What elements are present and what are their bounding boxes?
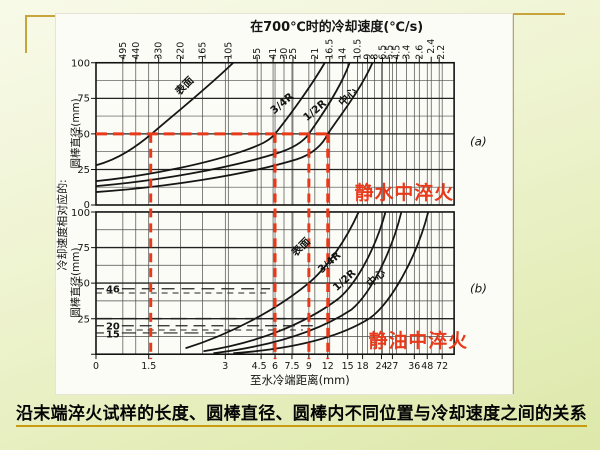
curve-label-a-center: 中心 — [336, 84, 360, 108]
y-tick-a: 25 — [77, 165, 90, 176]
y-axis-inner-label-a: 圆棒直径(mm) — [69, 98, 82, 168]
y-tick-a: 50 — [77, 129, 90, 140]
y-tick-b: 75 — [77, 243, 90, 254]
y-tick-b: 100 — [71, 208, 90, 219]
curve-a-three-quarter-r — [95, 62, 326, 183]
x-tick: 15 — [342, 361, 354, 372]
top-axis-tick: 165 — [197, 42, 208, 60]
panel-b-tag: (b) — [470, 282, 487, 296]
y-tick-a: 0 — [84, 200, 90, 211]
x-tick: 18 — [357, 361, 369, 372]
red-construction-lines — [95, 132, 330, 360]
x-tick: 4.5 — [252, 361, 267, 372]
panel-b-dashed-lines — [95, 288, 313, 334]
top-axis-tick: 330 — [154, 42, 165, 60]
top-axis-title: 在700℃时的冷却速度(℃/s) — [250, 19, 423, 35]
top-axis-tick: 41 — [268, 48, 279, 60]
top-axis-tick: 8 — [370, 54, 381, 60]
y-tick-a: 75 — [77, 94, 90, 105]
curve-a-surface — [95, 62, 234, 167]
annotation-oil-quench: 静油中淬火 — [369, 329, 468, 352]
top-axis-tick: 10.5 — [353, 39, 364, 60]
x-tick: 12 — [322, 361, 334, 372]
x-tick: 36 — [408, 361, 420, 372]
curve-b-three-quarter-r — [203, 211, 387, 353]
gold-border-right-v — [512, 13, 514, 394]
gold-border-top-right-h — [512, 13, 565, 15]
x-tick: 72 — [436, 361, 448, 372]
x-tick: 6 — [272, 361, 278, 372]
slide-caption: 沿末端淬火试样的长度、圆棒直径、圆棒内不同位置与冷却速度之间的关系 — [16, 399, 588, 427]
top-axis-tick: 220 — [176, 42, 187, 60]
bottom-axis-tick-marks — [95, 354, 443, 360]
x-tick: 0 — [93, 361, 99, 372]
annotation-water-quench: 静水中淬火 — [355, 181, 454, 204]
top-axis-tick: 6.5 — [377, 45, 388, 60]
dashed-label-20: 20 — [106, 321, 120, 332]
curve-b-surface — [185, 211, 360, 350]
slide-caption-text: 沿末端淬火试样的长度、圆棒直径、圆棒内不同位置与冷却速度之间的关系 — [16, 404, 587, 427]
x-tick: 27 — [386, 361, 398, 372]
gold-corner-accent-top-left-h — [25, 15, 55, 17]
top-axis-tick: 5.5 — [384, 45, 395, 60]
x-tick: 9 — [306, 361, 312, 372]
curve-b-half-r — [213, 211, 403, 355]
dashed-label-15: 15 — [106, 329, 120, 340]
top-axis-tick: 30 — [279, 48, 290, 60]
top-axis-tick: 2.2 — [436, 45, 447, 60]
y-tick-b: 25 — [77, 314, 90, 325]
top-axis-tick-marks — [122, 56, 440, 63]
dashed-label-46: 46 — [106, 285, 120, 296]
x-tick: 7.5 — [284, 361, 299, 372]
top-axis-tick: 495 — [118, 42, 129, 60]
top-axis-tick: 105 — [223, 42, 234, 60]
top-axis-tick: 25 — [288, 48, 299, 60]
top-axis-tick: 9 — [363, 54, 374, 60]
top-axis-tick: 3.4 — [401, 45, 412, 60]
x-tick: 24 — [375, 361, 387, 372]
top-axis-tick: 2.6 — [414, 45, 425, 60]
top-axis-tick: 55 — [252, 48, 263, 60]
top-axis-tick: 16.5 — [325, 39, 336, 60]
curve-a-half-r — [95, 62, 351, 187]
figure-panel: 在700℃时的冷却速度(℃/s) 495 440 330 220 165 105… — [55, 13, 513, 395]
x-tick: 1.5 — [141, 361, 156, 372]
curve-b-center — [233, 211, 430, 355]
panel-b-curves — [185, 211, 430, 355]
top-axis-tick: 4.5 — [391, 45, 402, 60]
y-axis-outer-label: 冷却速度相对应的: — [56, 179, 69, 270]
curve-a-center — [95, 62, 374, 193]
y-axis-inner-label-b: 圆棒直径(mm) — [69, 247, 82, 317]
y-tick-a: 100 — [71, 59, 90, 70]
quench-cooling-rate-chart: 在700℃时的冷却速度(℃/s) 495 440 330 220 165 105… — [56, 19, 487, 387]
curve-label-a-surface: 表面 — [172, 73, 197, 98]
top-axis-tick: 440 — [131, 42, 142, 60]
left-axis-tick-marks — [91, 62, 96, 355]
top-axis-tick: 14 — [338, 48, 349, 60]
y-tick-b: 50 — [77, 279, 90, 290]
panel-a-tag: (a) — [470, 134, 487, 148]
top-axis-tick: 2.4 — [426, 39, 437, 54]
x-tick: 3 — [222, 361, 228, 372]
top-axis-tick: 21 — [310, 48, 321, 60]
panel-a-curves — [95, 62, 374, 193]
x-tick: 48 — [421, 361, 433, 372]
x-axis-title: 至水冷端距离(mm) — [250, 373, 350, 387]
gold-corner-accent-top-left-v — [25, 15, 27, 53]
